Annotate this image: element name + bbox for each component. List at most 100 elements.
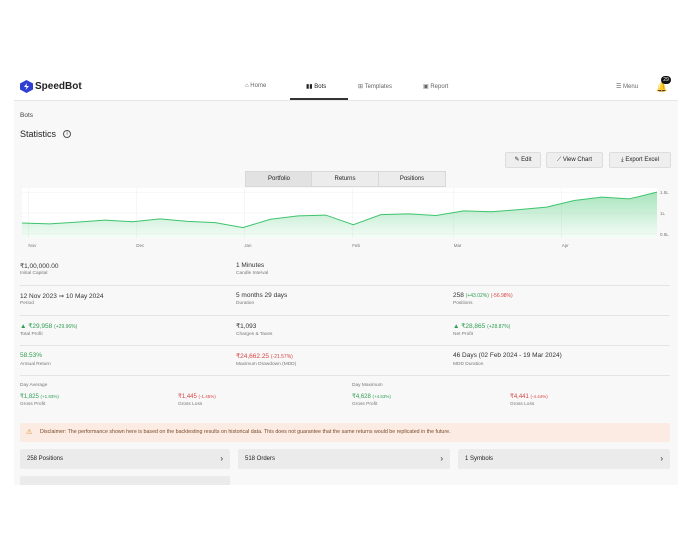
equity-line [21, 191, 658, 229]
x-tick-label: Dec [136, 243, 145, 248]
nav-item[interactable]: ⊞ Templates [358, 84, 392, 90]
x-tick-label: Feb [352, 243, 360, 248]
stat-label: Initial Capital [20, 271, 48, 276]
separator [20, 345, 670, 346]
pct: (-21.57%) [270, 354, 293, 360]
stat-label: Total Profit [20, 332, 43, 337]
menu-label[interactable]: Menu [623, 84, 639, 90]
disclaimer-box: ⚠ Disclaimer: The performance shown here… [20, 423, 670, 442]
stat-label: Period [20, 301, 34, 306]
top-nav: SpeedBot ⌂ Home ▮▮ Bots ⊞ Templates ▣ Re… [14, 74, 678, 101]
value: ₹4,628 [352, 394, 371, 400]
x-tick-label: Nov [28, 243, 37, 248]
pct: (-1.45%) [198, 394, 216, 399]
edit-button[interactable]: ✎ Edit [505, 152, 541, 168]
summary-card[interactable]: 518 Orders › [238, 449, 450, 469]
pct: (+29.96%) [54, 324, 78, 330]
stat-label: Candle Interval [236, 271, 269, 276]
stat-label: Gross Loss [510, 402, 535, 407]
stat-value: ₹1,825 (+1.83%) [20, 393, 59, 400]
info-icon[interactable]: i [63, 130, 71, 138]
card-label[interactable]: 1 Symbols [465, 456, 494, 462]
button-label[interactable]: Edit [521, 157, 532, 163]
stat-value: ▲ ₹29,958 (+29.96%) [20, 322, 77, 330]
pct: (+28.87%) [487, 324, 511, 330]
stat-label: Gross Profit [352, 402, 378, 407]
app-frame: SpeedBot ⌂ Home ▮▮ Bots ⊞ Templates ▣ Re… [14, 74, 678, 485]
bell[interactable]: 🔔 [656, 82, 668, 92]
card-label[interactable]: 518 Orders [245, 456, 276, 462]
x-tick-label: Mar [454, 243, 462, 248]
stat-label: Positions [453, 301, 473, 306]
stat-value: ₹1,00,000.00 [20, 263, 59, 270]
logo-icon [20, 80, 33, 93]
stat-value: 1 Minutes [236, 262, 265, 269]
stat-value: 58.53% [20, 352, 43, 359]
nav-label[interactable]: Home [250, 83, 267, 89]
tab[interactable]: Returns [311, 171, 379, 187]
stat-value: 46 Days (02 Feb 2024 - 19 Mar 2024) [453, 352, 562, 359]
export-button[interactable]: ⤓ Export Excel [609, 152, 671, 168]
section-title: Day Average [20, 383, 48, 388]
separator [20, 285, 670, 286]
stat-value: ▲ ₹28,865 (+28.87%) [453, 322, 510, 330]
stat-value: ₹24,662.25 (-21.57%) [236, 352, 293, 360]
nav-label[interactable]: Bots [314, 84, 327, 90]
value: ₹1,825 [20, 394, 39, 400]
summary-card[interactable] [20, 476, 230, 485]
nav-item[interactable]: ⌂ Home [245, 83, 267, 89]
stat-value: ₹1,445 (-1.45%) [178, 393, 216, 400]
card-label[interactable]: 258 Positions [27, 456, 64, 462]
breadcrumb[interactable]: Bots [20, 112, 34, 119]
nav-label[interactable]: Templates [364, 84, 392, 90]
stat-label: Duration [236, 301, 255, 306]
y-tick-label: 1.5L [660, 190, 669, 195]
summary-card[interactable]: 1 Symbols › [458, 449, 670, 469]
nav-label[interactable]: Report [430, 84, 449, 90]
page-title: Statistics [20, 129, 57, 139]
value: ₹24,662.25 [236, 353, 270, 360]
stat-value: ₹4,628 (+4.63%) [352, 393, 391, 400]
brand[interactable]: SpeedBot [35, 81, 82, 92]
y-tick-label: 0.5L [660, 232, 669, 237]
stat-label: Net Profit [453, 332, 473, 337]
menu[interactable]: ☰ Menu [616, 84, 639, 90]
separator [20, 375, 670, 376]
value: ▲ ₹29,958 [20, 323, 53, 330]
active-underline [290, 98, 348, 100]
value: ₹4,441 [510, 394, 529, 400]
nav-item[interactable]: ▣ Report [423, 84, 449, 90]
summary-card[interactable]: 258 Positions › [20, 449, 230, 469]
pct: (+43.02%) [465, 293, 489, 299]
pct: (+1.83%) [40, 394, 59, 399]
stat-value: 258 (+43.02%) (-56.98%) [453, 292, 513, 299]
stat-value: 12 Nov 2023 ⇒ 10 May 2024 [20, 293, 104, 300]
equity-chart: 1.5L 1L 0.5L Nov Dec Jan Feb Mar Apr [21, 188, 669, 248]
value: ₹1,445 [178, 394, 197, 400]
stat-label: Maximum Drawdown (MDD) [236, 362, 297, 367]
pct: (-4.44%) [530, 394, 548, 399]
stat-label: Annual Return [20, 362, 51, 367]
disclaimer-text: Disclaimer: The performance shown here i… [40, 429, 451, 435]
x-tick-label: Jan [244, 243, 252, 248]
tab[interactable]: Positions [378, 171, 446, 187]
stat-value: ₹1,093 [236, 323, 257, 330]
tab[interactable]: Portfolio [245, 171, 313, 187]
button-label[interactable]: Export Excel [625, 157, 659, 163]
separator [20, 315, 670, 316]
view-chart-button[interactable]: ⟋ View Chart [546, 152, 603, 168]
stat-label: MDD Duration [453, 362, 484, 367]
badge: 29 [661, 76, 671, 84]
value: ▲ ₹28,865 [453, 323, 486, 330]
stat-label: Charges & Taxes [236, 332, 273, 337]
pct: (+4.63%) [372, 394, 391, 399]
button-label[interactable]: View Chart [562, 157, 593, 163]
stat-value: ₹4,441 (-4.44%) [510, 393, 548, 400]
pct: (-56.98%) [490, 293, 513, 299]
y-tick-label: 1L [660, 211, 666, 216]
value: 258 [453, 292, 464, 299]
stat-value: 5 months 29 days [236, 292, 288, 299]
nav-item[interactable]: ▮▮ Bots [306, 84, 327, 90]
section-title: Day Maximum [352, 383, 383, 388]
